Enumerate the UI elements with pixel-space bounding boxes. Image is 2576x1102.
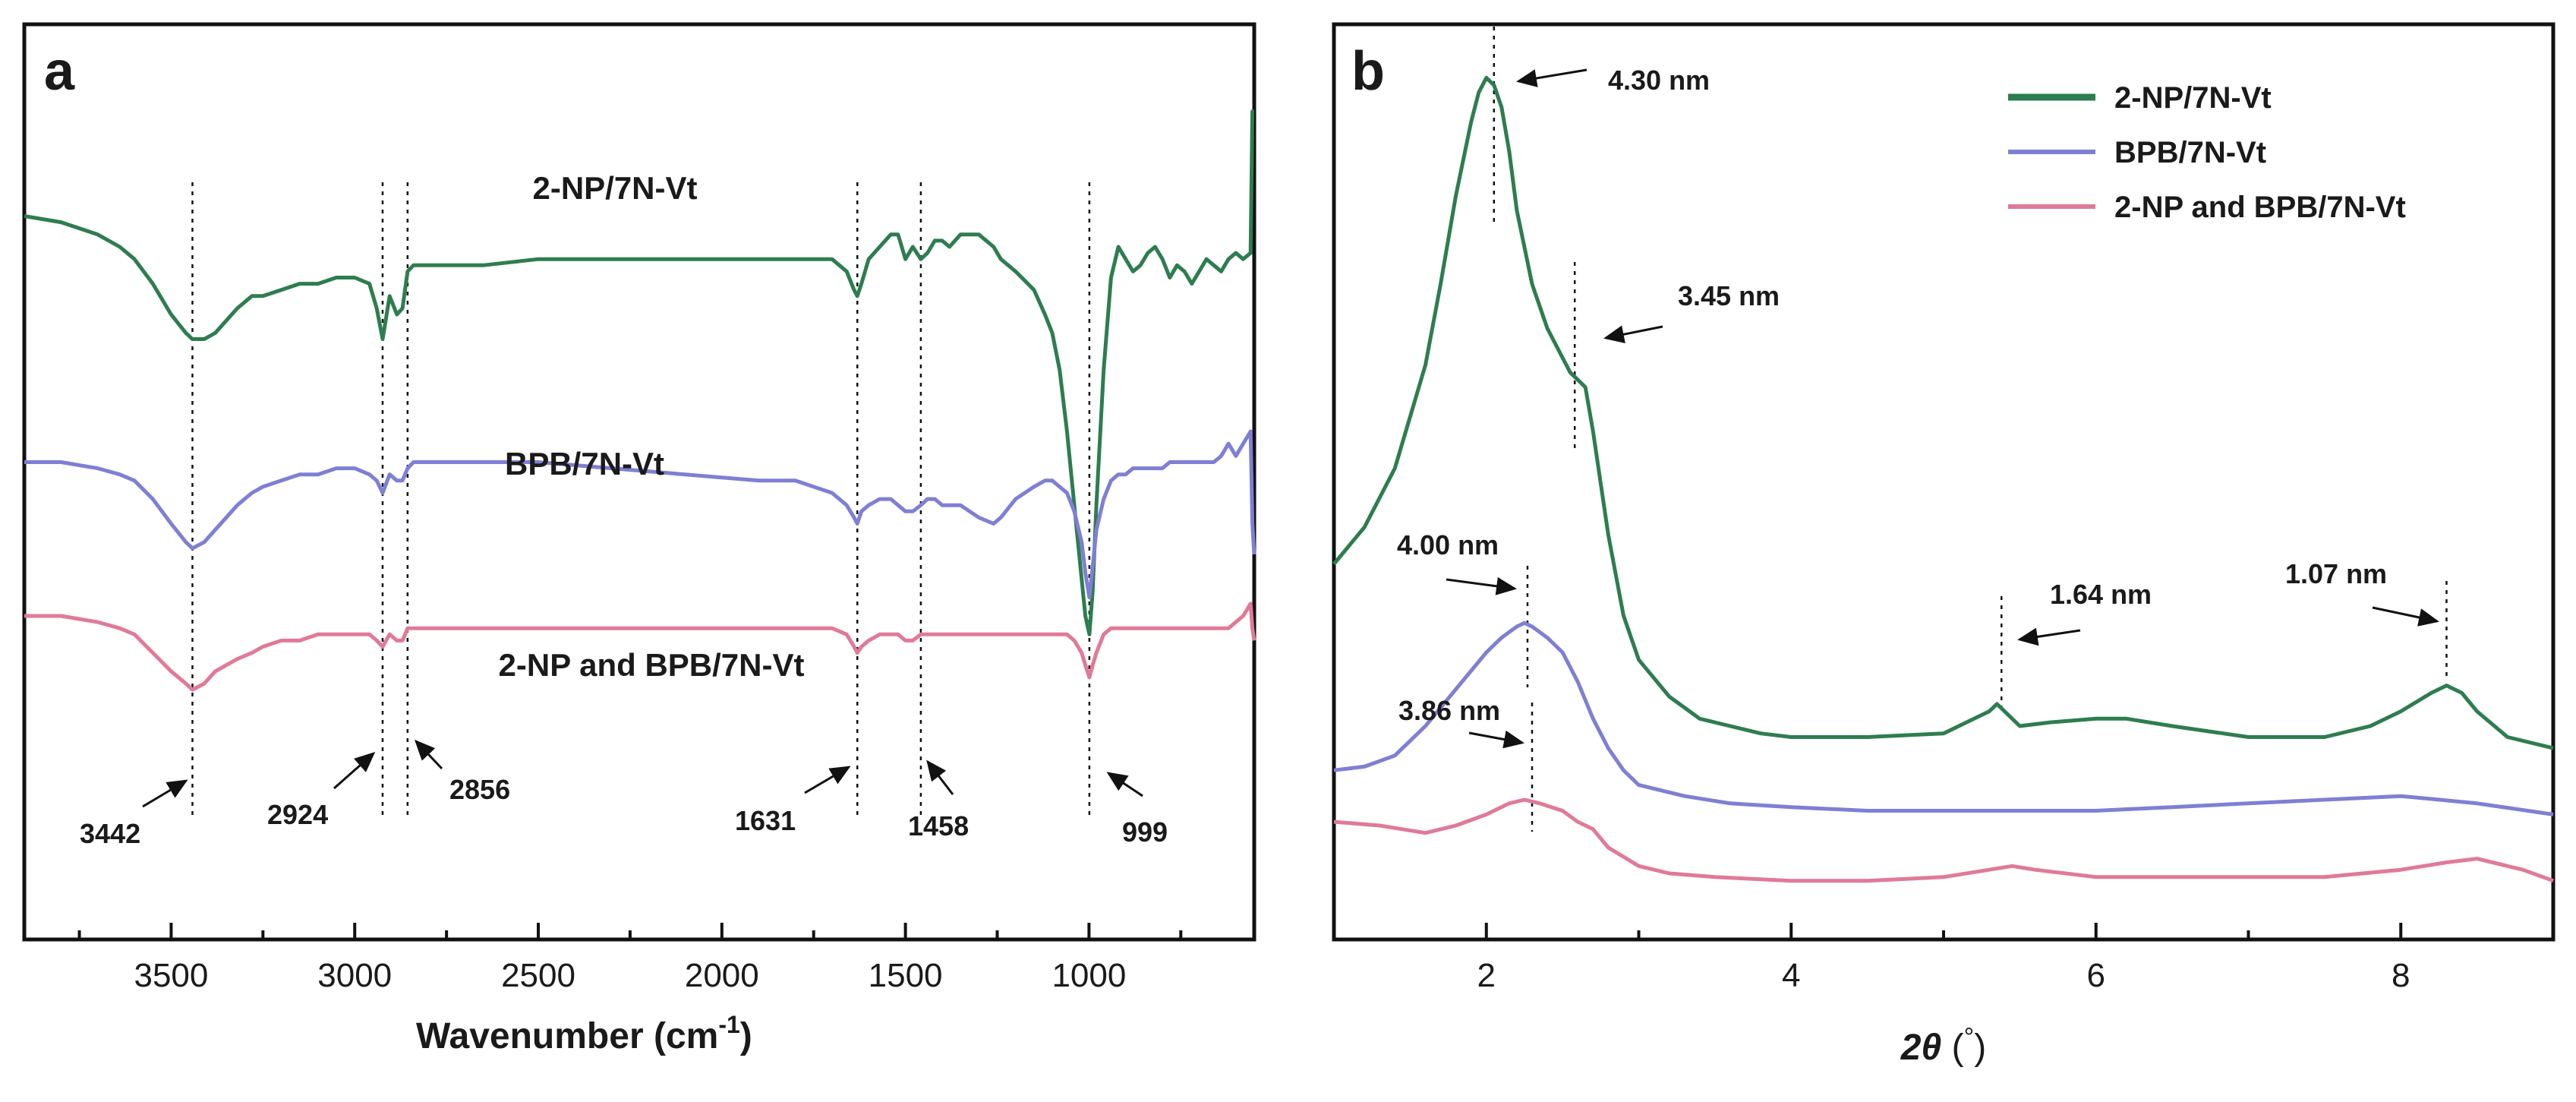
annotation-4-00nm: 4.00 nm (1397, 529, 1517, 595)
panel-a-x-axis-title: Wavenumber (cm-1) (416, 1011, 752, 1056)
annotation-1631: 1631 (735, 766, 851, 836)
annotation-3-45nm-arrow (1603, 325, 1663, 344)
series-label-bpb: BPB/7N-Vt (505, 446, 664, 482)
panel-a-series-group (24, 109, 1256, 692)
legend: 2-NP/7N-Vt BPB/7N-Vt 2-NP and BPB/7N-Vt (2008, 81, 2406, 224)
series-line-bpb-7n-vt (24, 429, 1256, 600)
panel-b-x-axis-title-theta: θ (1922, 1028, 1942, 1068)
panel-b-peak-markers (1493, 27, 2448, 832)
x-tick-label-a-1000: 1000 (1052, 957, 1126, 994)
series-line-2-np-and-bpb-7n-vt (24, 602, 1256, 692)
panel-b: b 2 4 6 8 2-NP/7N-Vt BPB/7N-Vt 2-NP and BPB… (1332, 22, 2556, 1068)
annotation-1458-label: 1458 (908, 810, 969, 841)
annotation-1-64nm-arrow (2017, 627, 2081, 646)
annotation-2856: 2856 (414, 739, 510, 805)
legend-label-2np: 2-NP/7N-Vt (2114, 81, 2272, 115)
panel-b-x-axis-title-close: ) (1974, 1028, 1986, 1068)
x-tick-label-a-2000: 2000 (685, 957, 759, 994)
series-label-combined: 2-NP and BPB/7N-Vt (499, 647, 805, 683)
panel-b-x-axis-title-2: 2 (1900, 1028, 1922, 1068)
annotation-4-30nm-label: 4.30 nm (1608, 65, 1710, 96)
annotation-1-07nm: 1.07 nm (2285, 558, 2439, 627)
annotation-1-64nm-label: 1.64 nm (2050, 579, 2152, 610)
annotation-3442-label: 3442 (80, 818, 140, 849)
x-tick-label-b-6: 6 (2087, 957, 2105, 994)
annotation-4-30nm: 4.30 nm (1516, 65, 1710, 96)
panel-a-x-axis-ticks: 3500 3000 2500 2000 1500 1000 (77, 923, 1183, 994)
annotation-2924: 2924 (267, 752, 376, 830)
annotation-1458-arrow (926, 759, 954, 795)
annotation-3442-arrow (142, 779, 188, 808)
annotation-1631-label: 1631 (735, 805, 796, 836)
x-tick-label-a-2500: 2500 (501, 957, 575, 994)
x-tick-label-a-1500: 1500 (869, 957, 943, 994)
panel-a-x-axis-title-main: Wavenumber (cm (416, 1016, 718, 1056)
x-tick-label-b-2: 2 (1477, 957, 1496, 994)
x-tick-label-a-3500: 3500 (134, 957, 208, 994)
panel-b-letter: b (1351, 41, 1385, 102)
series-line-b-bpb-7n-vt (1333, 620, 2554, 816)
annotation-3-86nm: 3.86 nm (1398, 695, 1524, 749)
legend-label-bpb: BPB/7N-Vt (2114, 136, 2266, 169)
annotation-3-86nm-arrow (1468, 730, 1524, 749)
annotation-4-00nm-label: 4.00 nm (1397, 529, 1499, 560)
series-line-b-2-np-7n-vt (1332, 75, 2554, 750)
annotation-1631-arrow (804, 766, 851, 794)
panel-a: a 3500 3000 2500 2000 1500 1000 2-NP/7N-Vt BP… (22, 22, 1256, 1056)
panel-a-peak-markers (191, 182, 1091, 816)
annotation-3-86nm-label: 3.86 nm (1398, 695, 1500, 726)
series-line-b-2-np-and-bpb-7n-vt (1333, 797, 2554, 883)
panel-b-x-axis-title: 2θ (°) (1900, 1023, 1986, 1068)
x-tick-label-b-8: 8 (2392, 957, 2410, 994)
annotation-3442: 3442 (80, 779, 188, 849)
annotation-4-00nm-arrow (1446, 576, 1517, 595)
series-label-2np: 2-NP/7N-Vt (532, 170, 697, 206)
panel-b-x-axis-title-open: ( (1941, 1028, 1963, 1068)
legend-label-combined: 2-NP and BPB/7N-Vt (2114, 191, 2406, 224)
panel-a-letter: a (44, 41, 75, 102)
annotation-4-30nm-arrow (1516, 68, 1588, 87)
annotation-3-45nm-label: 3.45 nm (1678, 280, 1780, 311)
panel-a-x-axis-title-close: ) (740, 1016, 752, 1056)
annotation-1458: 1458 (908, 759, 969, 841)
panel-b-series-group (1332, 75, 2554, 883)
annotation-999-label: 999 (1122, 816, 1168, 848)
annotation-1-64nm: 1.64 nm (2017, 579, 2152, 646)
series-line-2-np-7n-vt (24, 109, 1255, 636)
annotation-3-45nm: 3.45 nm (1603, 280, 1780, 344)
annotation-1-07nm-label: 1.07 nm (2285, 558, 2387, 589)
annotation-2924-arrow (333, 752, 376, 790)
annotation-1-07nm-arrow (2372, 606, 2439, 627)
panel-b-x-axis-title-degree: ° (1964, 1023, 1975, 1052)
panel-a-x-axis-title-sup: -1 (718, 1011, 739, 1038)
annotation-2856-label: 2856 (449, 774, 510, 805)
x-tick-label-a-3000: 3000 (317, 957, 392, 994)
annotation-999: 999 (1106, 772, 1168, 848)
annotation-2856-arrow (414, 739, 443, 770)
annotation-999-arrow (1106, 772, 1143, 797)
x-tick-label-b-4: 4 (1782, 957, 1800, 994)
panel-a-frame (22, 22, 1256, 942)
annotation-2924-label: 2924 (267, 799, 328, 830)
panel-b-x-axis-ticks: 2 4 6 8 (1332, 923, 2555, 994)
